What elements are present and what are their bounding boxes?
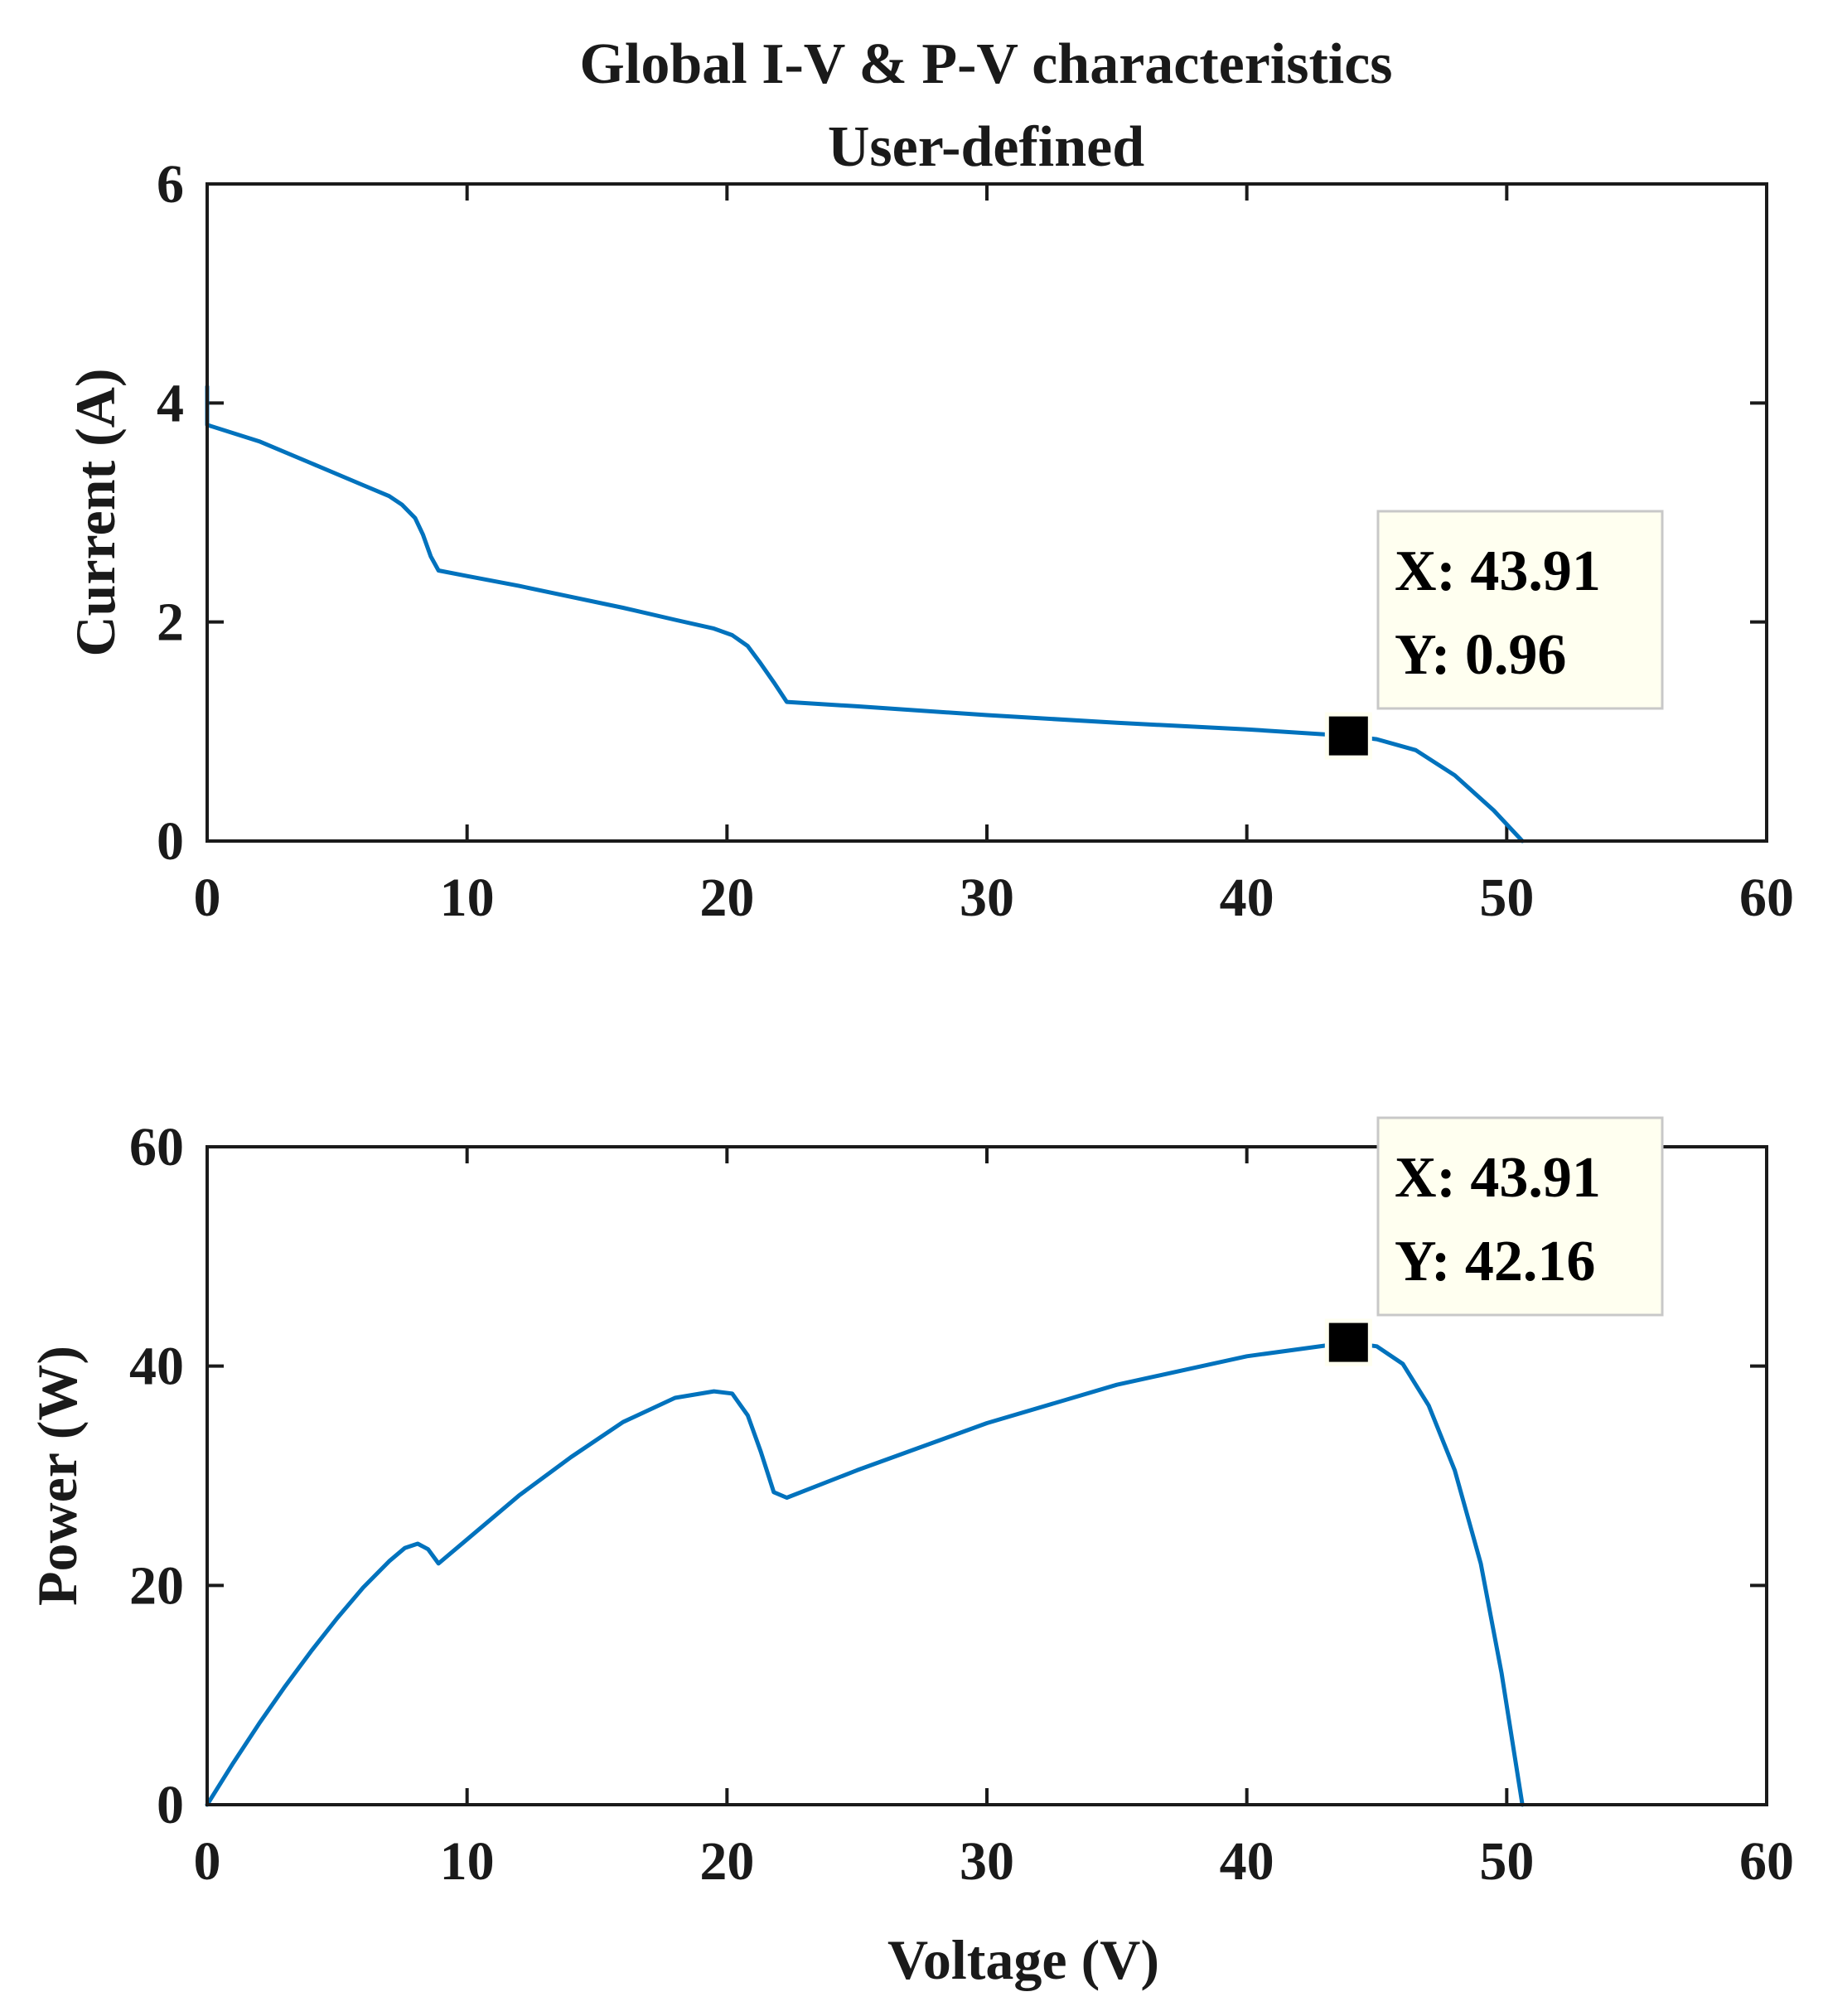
y-tick-label: 0 — [157, 1775, 184, 1835]
x-tick-label: 0 — [194, 1831, 221, 1892]
series-line-i-v — [205, 384, 1525, 844]
datatip-box — [1376, 510, 1664, 710]
datatip-x-label: X: 43.91 — [1395, 1146, 1601, 1210]
y-axis-label: Current (A) — [64, 368, 127, 656]
datatip-box — [1376, 1116, 1664, 1317]
y-tick-label: 4 — [157, 373, 184, 433]
datatip-y-label: Y: 42.16 — [1395, 1230, 1595, 1293]
x-tick-label: 10 — [440, 868, 495, 928]
axes-box — [206, 182, 1768, 843]
x-tick-label: 50 — [1479, 868, 1534, 928]
chart-title-line-1: Global I-V & P-V characteristics — [579, 32, 1392, 96]
axes-box — [206, 1145, 1768, 1806]
x-tick-label: 30 — [960, 1831, 1014, 1892]
x-tick-label: 50 — [1479, 1831, 1534, 1892]
y-axis-label: Power (W) — [26, 1346, 89, 1606]
x-tick-label: 10 — [440, 1831, 495, 1892]
y-tick-label: 2 — [157, 592, 184, 653]
x-axis-label: Voltage (V) — [887, 1928, 1159, 1991]
x-tick-label: 30 — [960, 868, 1014, 928]
y-tick-label: 20 — [129, 1555, 184, 1616]
x-tick-label: 20 — [699, 1831, 754, 1892]
x-tick-label: 40 — [1220, 1831, 1274, 1892]
chart-title-line-2: User-defined — [828, 115, 1144, 179]
x-tick-label: 0 — [194, 868, 221, 928]
datatip-marker — [1324, 712, 1372, 760]
current-voltage-plot: 0 10 20 30 40 50 60 0 2 4 6 Current (A) X: 43.91 Y: 0… — [64, 154, 1794, 928]
x-tick-label: 60 — [1739, 868, 1794, 928]
datatip-marker — [1324, 1318, 1372, 1366]
power-voltage-plot: 0 10 20 30 40 50 60 0 20 40 60 Power (W) X: 43.91 Y: … — [26, 1116, 1794, 1892]
datatip-y-label: Y: 0.96 — [1395, 623, 1566, 687]
x-tick-label: 40 — [1220, 868, 1274, 928]
series-line-p-v — [205, 1340, 1525, 1807]
y-tick-label: 60 — [129, 1117, 184, 1177]
datatip-x-label: X: 43.91 — [1395, 539, 1601, 603]
y-tick-label: 6 — [157, 154, 184, 215]
y-tick-label: 0 — [157, 811, 184, 872]
y-tick-label: 40 — [129, 1337, 184, 1397]
x-tick-label: 20 — [699, 868, 754, 928]
x-tick-label: 60 — [1739, 1831, 1794, 1892]
